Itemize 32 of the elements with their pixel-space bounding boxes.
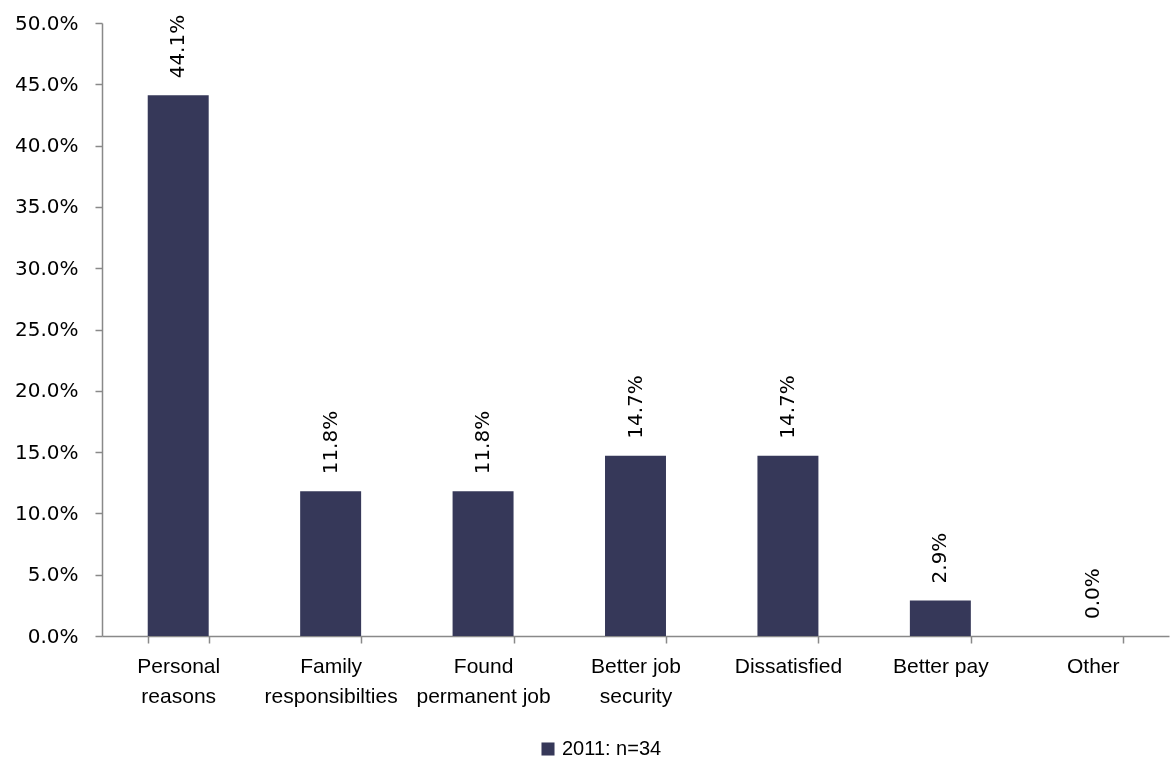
x-tick-label: Better pay <box>892 653 990 677</box>
x-tick-label: Personal reasons <box>137 653 221 707</box>
bar <box>452 491 514 636</box>
y-tick-label: 15.0% <box>14 439 79 464</box>
data-label: 44.1% <box>165 14 190 79</box>
x-tick-label: Other <box>1067 653 1120 677</box>
y-tick-label: 50.0% <box>14 10 79 35</box>
bar <box>300 491 362 636</box>
y-tick-label: 35.0% <box>14 194 79 219</box>
y-tick-label: 20.0% <box>14 378 79 403</box>
legend-label: 2011: n=34 <box>562 737 662 759</box>
data-label: 0.0% <box>1079 568 1104 619</box>
data-label: 14.7% <box>774 375 799 439</box>
x-tick-label: Dissatisfied <box>734 653 843 677</box>
data-label: 11.8% <box>470 410 495 475</box>
data-label: 2.9% <box>927 532 952 584</box>
y-tick-label: 30.0% <box>14 255 79 280</box>
bar <box>757 455 819 636</box>
bar <box>147 95 209 636</box>
bar <box>605 455 666 636</box>
y-tick-label: 40.0% <box>14 133 79 158</box>
x-tick-label: Better job security <box>591 653 681 707</box>
y-tick-label: 5.0% <box>27 562 79 587</box>
y-tick-label: 45.0% <box>14 71 79 96</box>
y-tick-label: 10.0% <box>14 500 79 525</box>
x-tick-label: Family responsibilties <box>264 653 398 707</box>
x-tick-label: Found permanent job <box>416 653 551 707</box>
data-label: 14.7% <box>622 375 647 439</box>
y-tick-label: 0.0% <box>27 623 79 648</box>
y-tick-label: 25.0% <box>14 317 79 341</box>
bar <box>909 600 971 636</box>
data-label: 11.8% <box>317 410 342 475</box>
